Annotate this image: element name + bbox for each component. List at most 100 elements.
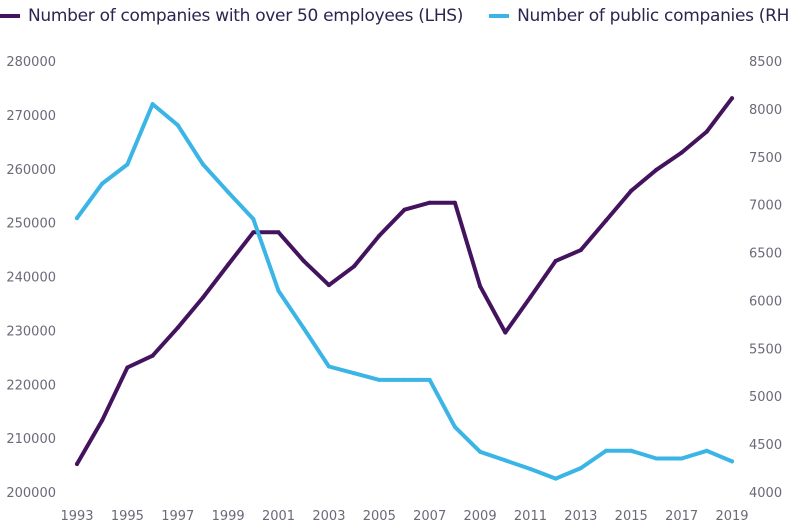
data-point-public-companies-2016 xyxy=(654,456,659,461)
data-point-public-companies-2015 xyxy=(629,448,634,453)
data-point-public-companies-2002 xyxy=(301,326,306,331)
data-point-public-companies-2018 xyxy=(704,448,709,453)
data-point-companies-over-50-2007 xyxy=(427,200,432,205)
data-point-companies-over-50-1993 xyxy=(75,462,79,466)
legend-item-companies-over-50: Number of companies with over 50 employe… xyxy=(0,6,463,26)
left-y-tick-label-0: 200000 xyxy=(6,486,56,501)
right-y-tick-label-9: 8500 xyxy=(749,55,782,70)
data-point-companies-over-50-2005 xyxy=(377,233,382,238)
x-tick-label-1993: 1993 xyxy=(60,509,93,524)
x-axis: 1993 1995 1997 1999 2001 2003 2005 2007 2009 2011… xyxy=(60,509,748,524)
right-y-axis: 4000 4500 5000 5500 6000 6500 7000 7500 8000 8500 xyxy=(749,55,782,501)
data-point-companies-over-50-2002 xyxy=(301,258,306,263)
x-tick-label-2015: 2015 xyxy=(615,509,648,524)
right-y-tick-label-7: 7500 xyxy=(749,151,782,166)
data-point-public-companies-1995 xyxy=(125,162,130,167)
data-point-companies-over-50-2018 xyxy=(704,129,709,134)
data-point-companies-over-50-2000 xyxy=(251,230,256,235)
data-point-public-companies-2006 xyxy=(402,377,407,382)
x-tick-label-1995: 1995 xyxy=(111,509,144,524)
x-tick-label-1997: 1997 xyxy=(161,509,194,524)
data-point-public-companies-2007 xyxy=(427,377,432,382)
data-point-public-companies-2000 xyxy=(251,217,256,221)
legend-swatch-companies-over-50 xyxy=(0,14,20,18)
legend-swatch-public-companies xyxy=(489,14,510,18)
series-line-public-companies xyxy=(75,102,734,481)
right-y-tick-label-5: 6500 xyxy=(749,247,782,262)
data-point-companies-over-50-2010 xyxy=(503,330,508,335)
data-point-public-companies-2011 xyxy=(528,467,533,471)
data-point-public-companies-2013 xyxy=(578,466,583,471)
data-point-public-companies-2010 xyxy=(503,458,508,463)
data-point-companies-over-50-2016 xyxy=(654,167,659,172)
data-point-public-companies-1994 xyxy=(100,181,105,186)
data-point-public-companies-1997 xyxy=(175,123,180,128)
data-point-public-companies-2017 xyxy=(679,456,684,461)
data-point-companies-over-50-1996 xyxy=(150,353,155,358)
data-point-companies-over-50-2006 xyxy=(402,207,407,212)
right-y-tick-label-2: 5000 xyxy=(749,390,782,405)
legend-label-companies-over-50: Number of companies with over 50 employe… xyxy=(28,6,464,26)
left-y-tick-label-8: 280000 xyxy=(6,55,56,70)
data-point-public-companies-2009 xyxy=(478,449,483,454)
right-y-tick-label-8: 8000 xyxy=(749,103,782,118)
left-y-tick-label-5: 250000 xyxy=(6,217,56,232)
data-point-companies-over-50-2004 xyxy=(352,264,357,269)
data-point-companies-over-50-1999 xyxy=(226,262,231,267)
left-y-tick-label-3: 230000 xyxy=(6,324,56,339)
x-tick-label-2007: 2007 xyxy=(413,509,446,524)
left-y-tick-label-6: 260000 xyxy=(6,163,56,178)
left-y-axis: 200000 210000 220000 230000 240000 250000 2600… xyxy=(6,55,56,501)
data-point-companies-over-50-2013 xyxy=(578,248,583,253)
data-point-companies-over-50-2012 xyxy=(553,258,558,263)
data-point-public-companies-2012 xyxy=(553,476,558,481)
x-tick-label-2001: 2001 xyxy=(262,509,295,524)
right-y-tick-label-6: 7000 xyxy=(749,199,782,214)
data-point-companies-over-50-1994 xyxy=(100,418,105,423)
data-point-public-companies-1996 xyxy=(150,102,155,107)
x-tick-label-2017: 2017 xyxy=(665,509,698,524)
right-y-tick-label-0: 4000 xyxy=(749,486,782,501)
data-point-public-companies-2019 xyxy=(730,459,734,464)
x-tick-label-2003: 2003 xyxy=(312,509,345,524)
x-tick-label-1999: 1999 xyxy=(212,509,245,524)
data-point-public-companies-2005 xyxy=(377,377,382,382)
series-line-companies-over-50 xyxy=(75,96,734,466)
left-y-tick-label-2: 220000 xyxy=(6,378,56,393)
data-point-public-companies-1993 xyxy=(75,216,79,221)
data-point-companies-over-50-1997 xyxy=(175,325,180,330)
legend-item-public-companies: Number of public companies (RHS) xyxy=(489,6,789,26)
data-point-companies-over-50-2009 xyxy=(478,284,483,289)
data-point-public-companies-2003 xyxy=(326,364,331,369)
data-point-public-companies-1999 xyxy=(226,190,231,195)
data-point-companies-over-50-2003 xyxy=(326,283,331,288)
x-tick-label-2019: 2019 xyxy=(715,509,748,524)
data-point-companies-over-50-2001 xyxy=(276,230,281,235)
data-point-companies-over-50-1995 xyxy=(125,365,130,370)
left-y-tick-label-1: 210000 xyxy=(6,432,56,447)
data-point-companies-over-50-2017 xyxy=(679,150,684,155)
series-layer xyxy=(75,96,734,481)
data-point-companies-over-50-2008 xyxy=(452,200,457,205)
x-tick-label-2005: 2005 xyxy=(363,509,396,524)
data-point-companies-over-50-2019 xyxy=(730,96,734,101)
right-y-tick-label-4: 6000 xyxy=(749,294,782,309)
legend: Number of companies with over 50 employe… xyxy=(0,4,789,28)
data-point-public-companies-2004 xyxy=(352,371,357,376)
data-point-companies-over-50-2011 xyxy=(528,295,533,299)
data-point-public-companies-2008 xyxy=(452,424,457,429)
data-point-companies-over-50-2014 xyxy=(604,218,608,223)
data-point-public-companies-1998 xyxy=(201,162,205,167)
right-y-tick-label-3: 5500 xyxy=(749,342,782,357)
data-point-public-companies-2001 xyxy=(276,288,281,293)
left-y-tick-label-7: 270000 xyxy=(6,109,56,124)
x-tick-label-2009: 2009 xyxy=(464,509,497,524)
data-point-companies-over-50-2015 xyxy=(629,188,634,193)
legend-label-public-companies: Number of public companies (RHS) xyxy=(517,6,789,26)
left-y-tick-label-4: 240000 xyxy=(6,271,56,286)
right-y-tick-label-1: 4500 xyxy=(749,438,782,453)
x-tick-label-2011: 2011 xyxy=(514,509,547,524)
data-point-companies-over-50-1998 xyxy=(201,295,205,300)
